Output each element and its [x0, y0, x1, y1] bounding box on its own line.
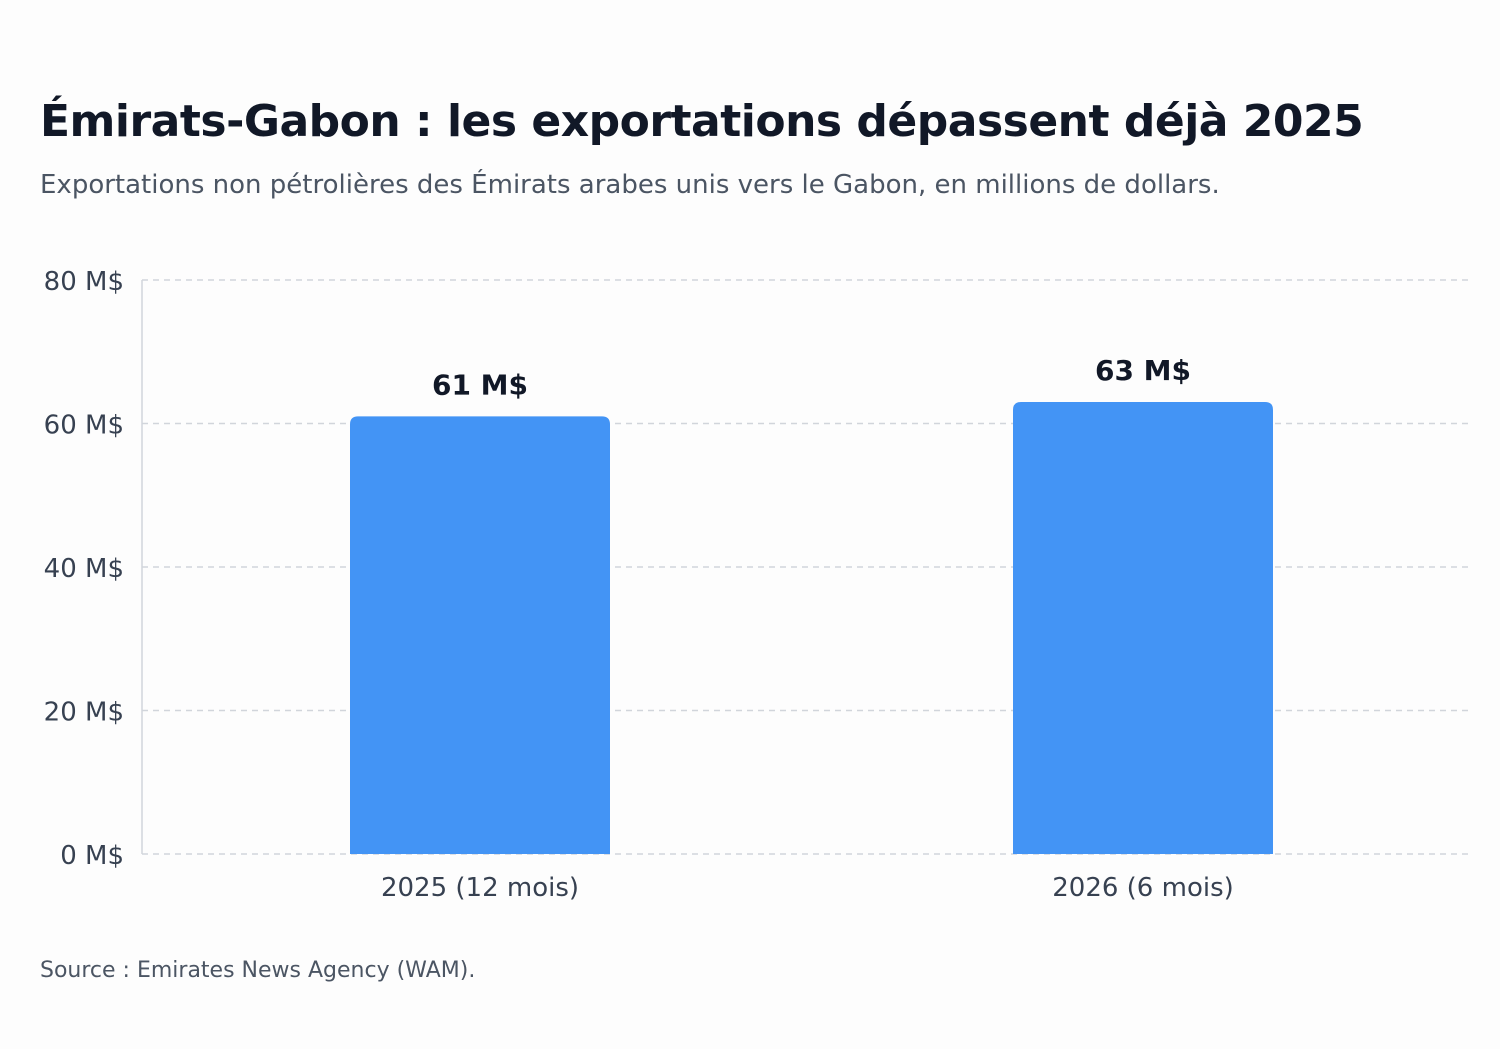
chart-title: Émirats-Gabon : les exportations dépasse…	[40, 96, 1364, 147]
chart-subtitle: Exportations non pétrolières des Émirats…	[40, 170, 1220, 200]
y-axis-ticks: 0 M$ 20 M$ 40 M$ 60 M$ 80 M$	[44, 267, 124, 871]
y-tick-label: 20 M$	[44, 698, 124, 728]
bar	[350, 416, 610, 854]
y-tick-label: 80 M$	[44, 267, 124, 297]
bar-value-label: 63 M$	[1095, 354, 1191, 387]
y-tick-label: 40 M$	[44, 554, 124, 584]
x-tick-label: 2026 (6 mois)	[1052, 873, 1234, 903]
data-labels: 61 M$ 63 M$	[432, 354, 1191, 401]
y-tick-label: 60 M$	[44, 411, 124, 441]
bars	[350, 401, 1273, 854]
bar	[1013, 401, 1273, 854]
y-tick-label: 0 M$	[60, 841, 124, 871]
x-tick-label: 2025 (12 mois)	[381, 873, 579, 903]
x-axis-ticks: 2025 (12 mois) 2026 (6 mois)	[381, 873, 1234, 903]
bar-value-label: 61 M$	[432, 368, 528, 401]
source-note: Source : Emirates News Agency (WAM).	[40, 958, 476, 983]
